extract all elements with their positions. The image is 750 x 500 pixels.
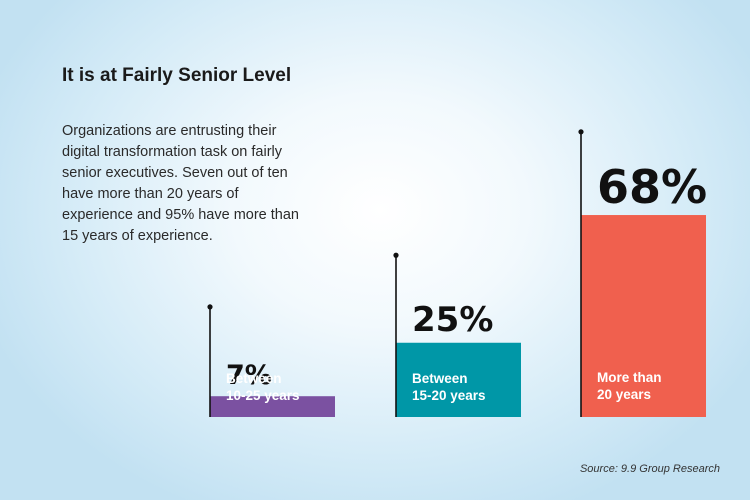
marker-dot-3 [578,129,584,135]
category-label-1-line-2: 10-25 years [226,388,300,403]
category-label-1-line-1: Between [226,371,282,386]
marker-dot-1 [207,304,213,310]
bar-3 [581,215,706,417]
headline: It is at Fairly Senior Level [62,65,292,86]
category-label-2-line-2: 15-20 years [412,388,486,403]
description: Organizations are entrusting their digit… [62,123,299,244]
category-label-3-line-2: 20 years [597,387,651,402]
category-label-2-line-1: Between [412,371,468,386]
source-note: Source: 9.9 Group Research [579,463,720,475]
value-label-1: 7% [226,360,272,391]
value-label-2: 25% [412,300,493,340]
category-label-3-line-1: More than [597,370,662,385]
bar-1 [210,396,335,417]
marker-dot-2 [393,252,399,258]
value-label-3: 68% [597,160,707,214]
bar-2 [396,342,521,417]
